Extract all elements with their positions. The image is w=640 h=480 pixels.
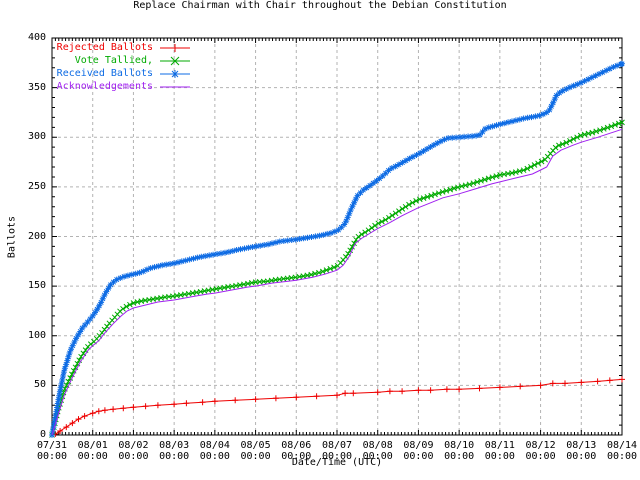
legend-label: Vote Tallied, bbox=[74, 55, 153, 66]
x-tick-label: 08/12 00:00 bbox=[525, 440, 556, 462]
y-tick-label: 300 bbox=[27, 131, 46, 143]
x-tick-label: 08/01 00:00 bbox=[77, 440, 108, 462]
legend-label: Acknowledgements bbox=[56, 81, 153, 92]
x-tick-label: 08/03 00:00 bbox=[159, 440, 190, 462]
y-tick-label: 400 bbox=[27, 32, 46, 43]
line-icon bbox=[159, 82, 191, 92]
x-tick-label: 08/05 00:00 bbox=[240, 440, 271, 462]
x-tick-label: 08/14 00:00 bbox=[606, 440, 638, 462]
x-tick-label: 08/06 00:00 bbox=[281, 440, 312, 462]
legend-label: Rejected Ballots bbox=[56, 42, 153, 53]
y-tick-label: 100 bbox=[27, 329, 46, 341]
x-tick-label: 08/04 00:00 bbox=[199, 440, 230, 462]
x-tick-label: 08/10 00:00 bbox=[444, 440, 475, 462]
y-tick-label: 250 bbox=[27, 180, 46, 192]
chart-title: Replace Chairman with Chair throughout t… bbox=[133, 0, 507, 11]
legend-row: Acknowledgements bbox=[56, 80, 191, 93]
y-tick-label: 50 bbox=[33, 379, 46, 391]
series-line bbox=[51, 128, 623, 436]
plus-marker-icon bbox=[159, 43, 191, 53]
x-tick-label: 08/13 00:00 bbox=[566, 440, 597, 462]
x-tick-label: 07/31 00:00 bbox=[36, 440, 68, 462]
legend-row: Rejected Ballots bbox=[56, 41, 191, 54]
y-tick-label: 200 bbox=[27, 230, 46, 242]
legend-label: Received Ballots bbox=[56, 68, 153, 79]
legend: Rejected Ballots Vote Tallied, Received … bbox=[56, 41, 191, 93]
x-tick-label: 08/02 00:00 bbox=[118, 440, 149, 462]
x-tick-label: 08/08 00:00 bbox=[362, 440, 393, 462]
legend-row: Vote Tallied, bbox=[56, 54, 191, 67]
y-tick-label: 350 bbox=[27, 81, 46, 93]
x-tick-label: 08/07 00:00 bbox=[321, 440, 353, 462]
x-tick-label: 08/09 00:00 bbox=[403, 440, 434, 462]
cross-marker-icon bbox=[159, 56, 191, 66]
star-marker-icon bbox=[159, 69, 191, 79]
x-axis-label: Date/Time (UTC) bbox=[291, 457, 383, 468]
y-tick-label: 0 bbox=[39, 429, 46, 440]
x-tick-label: 08/11 00:00 bbox=[484, 440, 515, 462]
legend-row: Received Ballots bbox=[56, 67, 191, 80]
y-tick-label: 150 bbox=[27, 280, 46, 292]
